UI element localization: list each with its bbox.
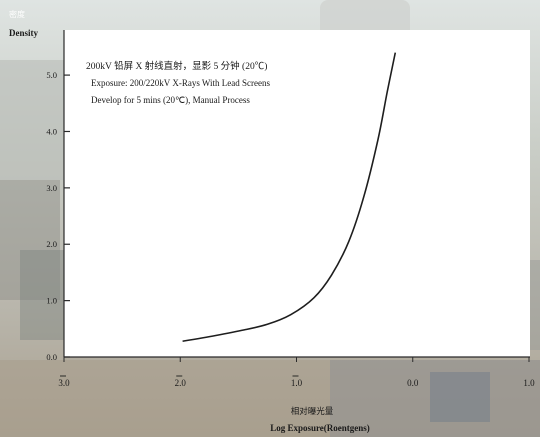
y-axis-ticks: 0.0 1.0 2.0 3.0 4.0 5.0 — [46, 70, 70, 362]
x-tick-label: 0.0 — [407, 378, 419, 388]
x-axis-title: Log Exposure(Roentgens) — [270, 423, 370, 433]
y-tick-label: 4.0 — [46, 126, 57, 136]
x-axis-ticks: 3.0 2.0 1.0 0.0 1.0 — [58, 357, 535, 388]
series-layer — [182, 52, 397, 342]
x-tick-label: 3.0 — [58, 378, 70, 388]
y-tick-label: 0.0 — [46, 352, 57, 362]
plot-panel — [64, 30, 530, 357]
x-tick-label: 2.0 — [175, 378, 187, 388]
y-tick-label: 1.0 — [46, 296, 57, 306]
y-axis-title-cn: 密度 — [9, 9, 25, 19]
x-tick-label: 1.0 — [523, 378, 535, 388]
y-tick-label: 5.0 — [46, 70, 57, 80]
y-axis-title: Density — [9, 28, 38, 38]
y-tick-label: 2.0 — [46, 239, 57, 249]
annotation-line-2: Exposure: 200/220kV X-Rays With Lead Scr… — [91, 78, 271, 88]
x-tick-label: 1.0 — [291, 378, 303, 388]
annotation-line-3: Develop for 5 mins (20℃), Manual Process — [91, 95, 250, 105]
characteristic-curve — [182, 52, 397, 342]
annotation-line-1: 200kV 铅屏 X 射线直射，显影 5 分钟 (20℃) — [86, 60, 267, 72]
x-axis-title-cn: 相对曝光量 — [291, 406, 334, 416]
y-tick-label: 3.0 — [46, 183, 57, 193]
